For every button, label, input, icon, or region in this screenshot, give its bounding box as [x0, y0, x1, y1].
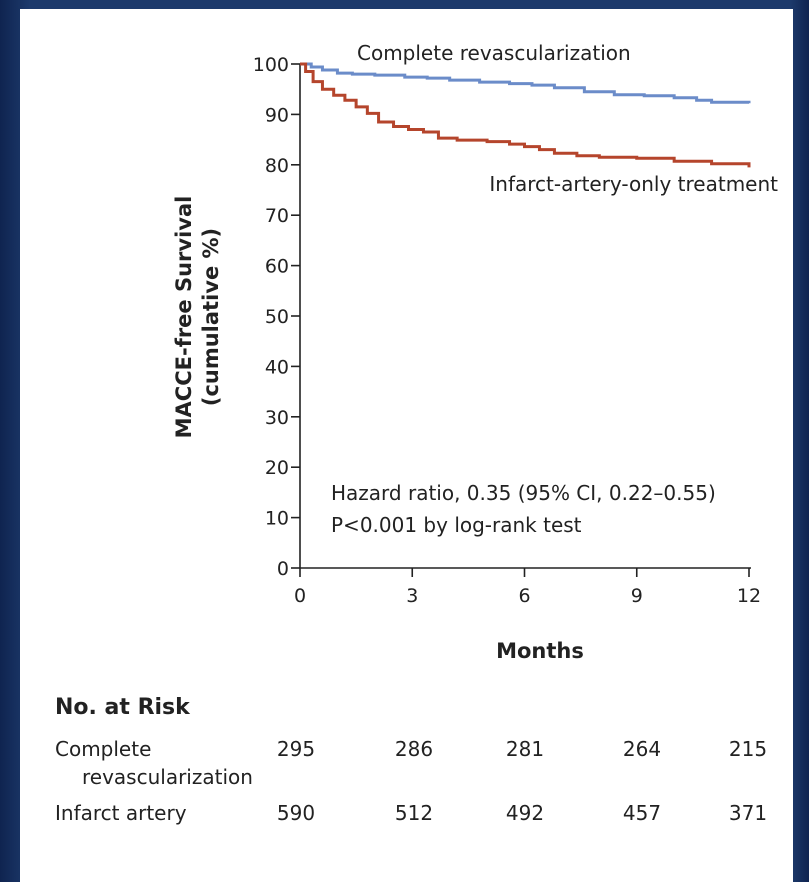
y-axis-subtitle: (cumulative %): [199, 228, 223, 406]
y-tick-label: 90: [265, 104, 289, 126]
infarct-artery-only-curve: [300, 62, 751, 168]
y-tick-label: 20: [265, 457, 289, 479]
y-tick-label: 40: [265, 356, 289, 378]
p-value-annotation: P<0.001 by log-rank test: [331, 513, 582, 537]
series-label-infarct-artery-only: Infarct-artery-only treatment: [489, 172, 778, 196]
km-survival-chart: 0 10 20 30 40 50 60 70 80 90 100 0 3 6 9 12 Complete r…: [55, 41, 778, 825]
risk-value: 457: [623, 801, 661, 825]
y-tick-label: 80: [265, 155, 289, 177]
risk-value: 371: [729, 801, 767, 825]
risk-value: 492: [506, 801, 544, 825]
figure-panel: 0 10 20 30 40 50 60 70 80 90 100 0 3 6 9 12 Complete r…: [20, 9, 793, 882]
risk-row-label: Infarct artery: [55, 801, 187, 825]
x-axis-title: Months: [496, 639, 584, 663]
x-tick-label: 12: [737, 585, 761, 607]
x-tick-label: 0: [294, 585, 306, 607]
y-tick-label: 0: [277, 558, 289, 580]
y-tick-label: 30: [265, 407, 289, 429]
y-tick-label: 60: [265, 256, 289, 278]
risk-value: 295: [277, 737, 315, 761]
y-tick-label: 100: [253, 54, 289, 76]
risk-row-label-continued: revascularization: [82, 765, 253, 789]
series-labels: Complete revascularization Infarct-artery…: [357, 41, 778, 196]
risk-value: 264: [623, 737, 661, 761]
y-tick-label: 50: [265, 306, 289, 328]
series-layer: [300, 62, 751, 168]
risk-value: 215: [729, 737, 767, 761]
x-tick-label: 6: [518, 585, 530, 607]
risk-values: 295 286 281 264 215 590 512 492 457 371: [277, 737, 767, 825]
risk-value: 286: [395, 737, 433, 761]
x-tick-label: 3: [406, 585, 418, 607]
x-tick-label: 9: [631, 585, 643, 607]
y-axis-title: MACCE-free Survival: [172, 196, 196, 439]
hazard-ratio-annotation: Hazard ratio, 0.35 (95% CI, 0.22–0.55): [331, 481, 716, 505]
y-tick-label: 70: [265, 205, 289, 227]
x-ticks: 0 3 6 9 12: [294, 568, 761, 607]
risk-value: 281: [506, 737, 544, 761]
risk-value: 512: [395, 801, 433, 825]
y-tick-label: 10: [265, 508, 289, 530]
risk-table-title: No. at Risk: [55, 695, 191, 720]
risk-value: 590: [277, 801, 315, 825]
y-ticks: 0 10 20 30 40 50 60 70 80 90 100: [253, 54, 300, 580]
risk-table: No. at Risk Complete revascularization I…: [55, 695, 767, 825]
series-label-complete-revascularization: Complete revascularization: [357, 41, 631, 65]
complete-revascularization-curve: [300, 62, 751, 104]
risk-row-label: Complete: [55, 737, 151, 761]
